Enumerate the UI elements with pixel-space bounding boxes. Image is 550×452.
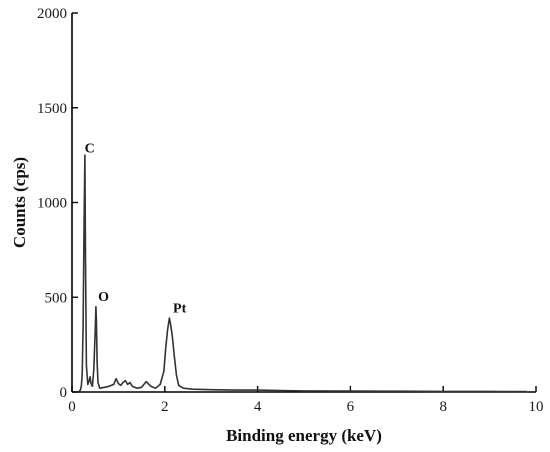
peak-label-pt: Pt — [173, 301, 187, 316]
x-axis-title: Binding energy (keV) — [226, 426, 382, 445]
x-tick-label: 2 — [161, 399, 169, 415]
x-tick-label: 10 — [529, 399, 544, 415]
x-tick-label: 4 — [254, 399, 262, 415]
peak-label-o: O — [98, 290, 109, 305]
x-tick-label: 8 — [439, 399, 447, 415]
y-axis-ticks: 0 500 1000 1500 2000 — [37, 6, 78, 401]
y-tick-label: 1000 — [37, 196, 67, 212]
x-tick-label: 6 — [347, 399, 355, 415]
y-tick-label: 500 — [45, 290, 68, 306]
x-tick-label: 0 — [68, 399, 76, 415]
peak-label-c: C — [85, 141, 95, 156]
y-tick-label: 0 — [60, 385, 68, 401]
y-axis-title: Counts (cps) — [10, 157, 29, 248]
peak-annotations: C O Pt — [85, 141, 187, 316]
y-tick-label: 2000 — [37, 6, 67, 22]
y-tick-label: 1500 — [37, 101, 67, 117]
spectrum-series-line — [78, 154, 527, 393]
